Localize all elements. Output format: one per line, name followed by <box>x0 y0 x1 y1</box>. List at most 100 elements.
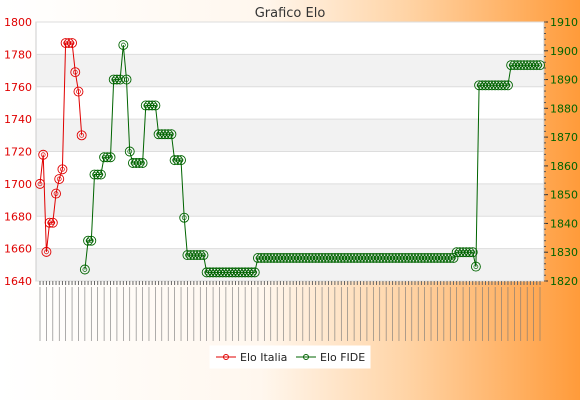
chart-title: Grafico Elo <box>255 6 326 21</box>
legend: Elo Italia Elo FIDE <box>209 345 371 369</box>
data-point <box>467 247 478 258</box>
data-point-inner <box>60 166 65 172</box>
data-point-inner <box>72 69 78 75</box>
data-point <box>531 60 542 71</box>
data-point <box>179 212 190 223</box>
left-tick-label: 1640 <box>4 275 32 288</box>
data-point-inner <box>44 249 49 255</box>
data-point-inner <box>137 160 142 166</box>
data-point-inner <box>470 249 476 255</box>
data-point <box>445 253 456 263</box>
data-point-inner <box>197 252 203 258</box>
series-layer <box>35 38 545 278</box>
legend-marker-fide <box>303 354 309 360</box>
legend-marker-italia <box>223 354 229 360</box>
data-point <box>147 100 158 111</box>
left-tick-label: 1740 <box>4 113 32 126</box>
data-point <box>51 188 61 199</box>
data-point <box>470 261 481 272</box>
data-point <box>79 264 90 275</box>
data-point-inner <box>79 132 85 138</box>
data-point <box>502 80 513 91</box>
data-point <box>499 80 510 91</box>
data-point-inner <box>140 160 145 166</box>
data-point-inner <box>50 220 56 226</box>
left-axis: 1640 1660 1680 1700 1720 1740 1760 1780 1800 <box>4 16 32 288</box>
data-point <box>73 86 84 97</box>
right-tick-label: 1860 <box>550 160 578 173</box>
left-tick-label: 1760 <box>4 81 32 94</box>
data-point-inner <box>127 149 133 154</box>
data-point <box>121 74 132 85</box>
data-point-inner <box>69 40 75 46</box>
data-point-inner <box>53 191 59 196</box>
data-point <box>195 250 206 261</box>
data-point <box>163 129 174 140</box>
right-tick-label: 1850 <box>550 189 578 202</box>
grid-band <box>36 119 544 152</box>
left-tick-label: 1800 <box>4 16 32 29</box>
data-point-inner <box>153 103 158 108</box>
data-point-inner <box>505 82 511 88</box>
data-point <box>86 235 97 246</box>
data-point-inner <box>66 40 72 46</box>
x-axis <box>39 281 541 341</box>
data-point <box>118 40 129 50</box>
data-point-inner <box>201 252 206 258</box>
data-point-inner <box>85 238 91 244</box>
grid-band <box>36 183 544 217</box>
grid-band <box>36 54 544 87</box>
data-point <box>464 247 475 258</box>
legend-label-italia: Elo Italia <box>240 351 287 364</box>
data-point-inner <box>56 176 62 182</box>
data-point <box>41 246 52 257</box>
data-point-inner <box>502 82 508 88</box>
left-tick-label: 1660 <box>4 243 32 256</box>
data-point-inner <box>169 131 174 137</box>
data-point <box>95 169 106 180</box>
data-point <box>38 149 49 160</box>
data-point <box>70 67 81 78</box>
left-tick-label: 1720 <box>4 146 32 159</box>
left-tick-label: 1700 <box>4 178 32 191</box>
data-point-inner <box>120 42 126 48</box>
data-point <box>124 146 135 157</box>
right-tick-label: 1820 <box>550 275 578 288</box>
data-point-inner <box>98 172 104 177</box>
data-point <box>57 164 68 175</box>
data-point <box>76 130 87 141</box>
data-point-inner <box>114 77 120 82</box>
data-point-inner <box>76 89 81 94</box>
data-point-inner <box>40 152 46 158</box>
data-point-inner <box>467 249 472 255</box>
data-point <box>47 217 58 228</box>
data-point <box>54 174 65 184</box>
left-tick-label: 1780 <box>4 48 32 61</box>
data-point <box>67 38 78 48</box>
data-point <box>176 155 186 166</box>
data-point-inner <box>108 154 113 160</box>
data-point <box>111 74 122 85</box>
data-point <box>166 129 177 140</box>
data-point-inner <box>37 181 43 187</box>
data-point-inner <box>252 270 258 275</box>
data-point-inner <box>124 77 129 82</box>
data-point <box>92 169 103 180</box>
left-tick-label: 1680 <box>4 210 32 223</box>
data-point <box>246 267 257 278</box>
data-point <box>102 152 113 163</box>
data-point-inner <box>149 103 155 108</box>
data-point-inner <box>82 267 88 272</box>
right-tick-label: 1870 <box>550 131 578 144</box>
data-point-inner <box>88 238 94 244</box>
right-axis: 1820 1830 1840 1850 1860 1870 1880 1890 1900 1910 <box>544 16 578 288</box>
data-point <box>150 100 161 111</box>
right-tick-label: 1880 <box>550 102 578 115</box>
data-point <box>448 253 459 263</box>
right-tick-label: 1830 <box>550 246 578 259</box>
legend-box <box>209 345 371 369</box>
right-tick-label: 1840 <box>550 217 578 230</box>
data-point <box>105 152 116 163</box>
data-point <box>44 217 55 228</box>
